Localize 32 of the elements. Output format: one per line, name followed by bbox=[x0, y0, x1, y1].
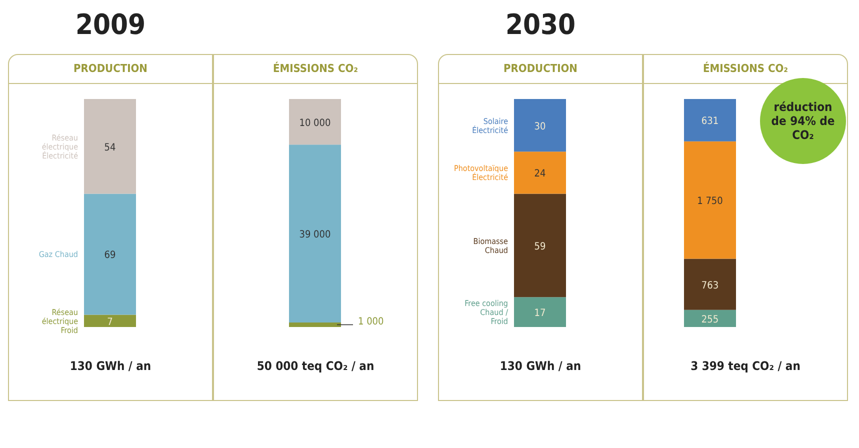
data-label: 1 750 bbox=[697, 196, 724, 208]
data-label: 255 bbox=[701, 314, 719, 326]
chart-subtitle: ÉMISSIONS CO₂ bbox=[644, 55, 847, 84]
circle-badge: réduction de 94% de CO₂ bbox=[760, 78, 846, 164]
data-label: 631 bbox=[701, 116, 719, 128]
series-label: Biomasse Chaud bbox=[473, 236, 509, 255]
data-label: 54 bbox=[104, 142, 116, 154]
data-label: 1 000 bbox=[358, 316, 384, 328]
series-label: Free cooling Chaud / Froid bbox=[464, 299, 509, 326]
chart-subtitle: PRODUCTION bbox=[9, 55, 212, 84]
data-label: 59 bbox=[534, 241, 546, 252]
data-label: 763 bbox=[701, 280, 719, 292]
series-label: Photovoltaïque Électricité bbox=[454, 164, 509, 182]
data-label: 7 bbox=[107, 316, 113, 328]
data-label: 69 bbox=[104, 250, 116, 262]
x-axis-title: 3 399 teq CO₂ / an bbox=[690, 359, 802, 373]
x-axis-title: 130 GWh / an bbox=[498, 359, 582, 373]
data-label: 17 bbox=[534, 308, 546, 320]
series-label: Gaz Chaud bbox=[38, 250, 78, 260]
series-label: Réseau électrique Froid bbox=[42, 308, 79, 335]
data-label: 30 bbox=[534, 121, 546, 132]
x-axis-title: 130 GWh / an bbox=[68, 359, 152, 373]
x-axis-title: 50 000 teq CO₂ / an bbox=[256, 359, 376, 373]
chart-title: 2030 bbox=[504, 8, 577, 43]
chart-subtitle: PRODUCTION bbox=[439, 55, 642, 84]
data-label: 24 bbox=[534, 168, 546, 180]
chart-subtitle: ÉMISSIONS CO₂ bbox=[214, 55, 417, 84]
series-label: Réseau électrique Électricité bbox=[42, 133, 79, 160]
data-label: 10 000 bbox=[299, 118, 332, 129]
chart-title: 2009 bbox=[74, 8, 147, 43]
data-label: 39 000 bbox=[299, 230, 332, 241]
series-label: Solaire Électricité bbox=[472, 116, 509, 135]
